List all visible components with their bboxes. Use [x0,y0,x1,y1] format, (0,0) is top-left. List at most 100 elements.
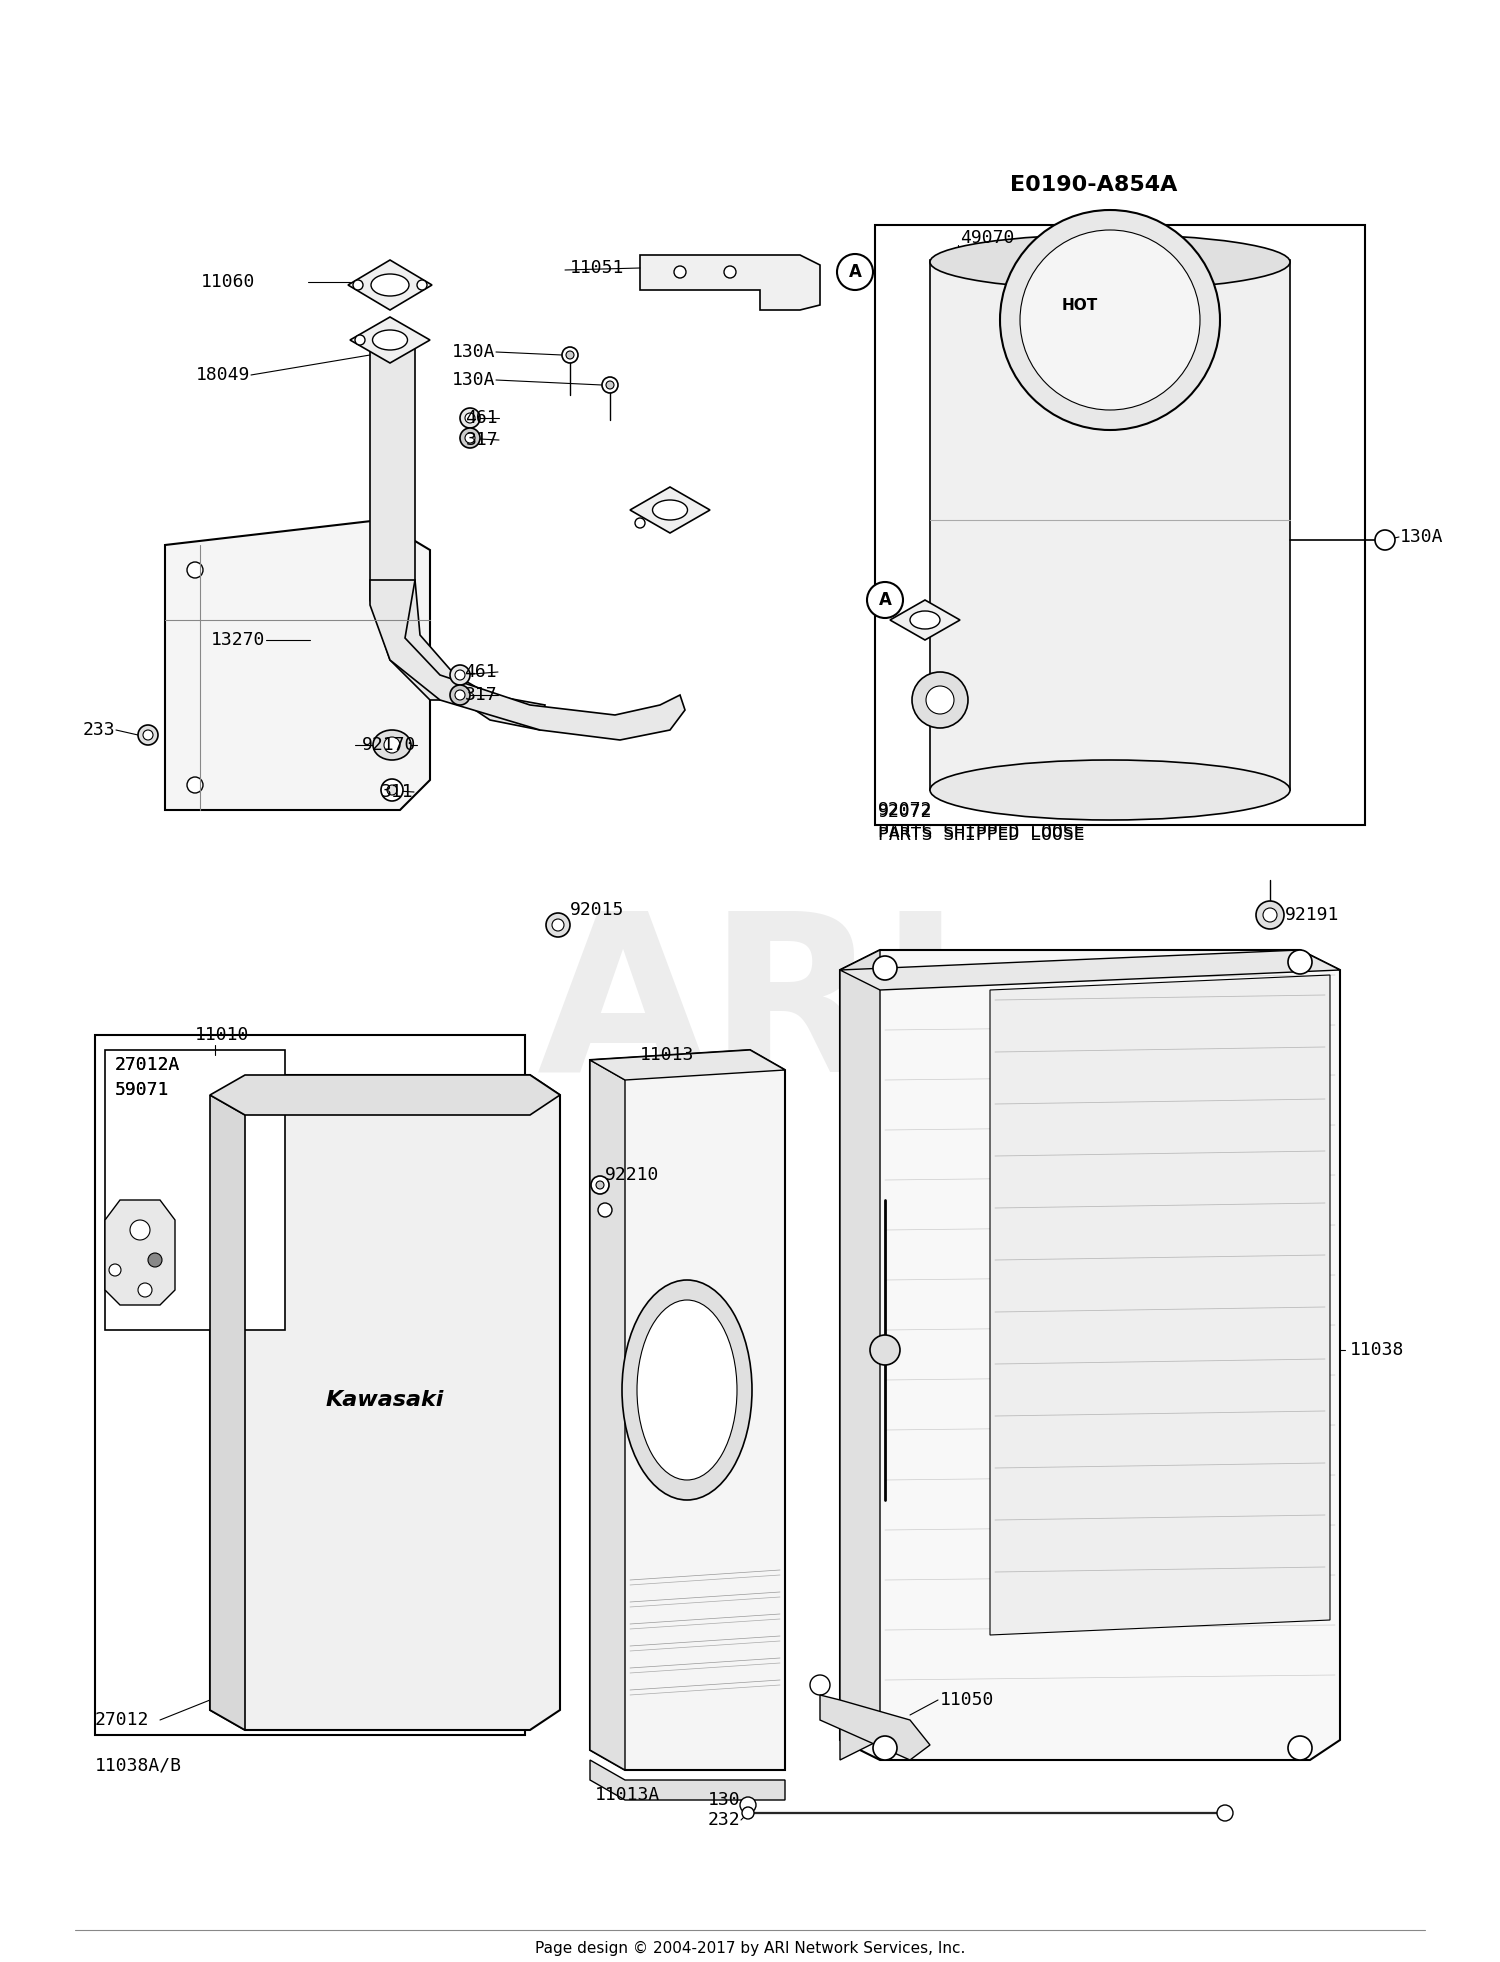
Circle shape [596,1181,604,1189]
Text: 92072: 92072 [878,802,933,820]
Ellipse shape [638,1301,736,1479]
Text: 27012A: 27012A [116,1056,180,1073]
Polygon shape [370,339,544,730]
Text: E0190-A854A: E0190-A854A [1010,175,1178,194]
Circle shape [142,730,153,740]
Text: 461: 461 [465,663,496,681]
Ellipse shape [930,759,1290,820]
Circle shape [1376,530,1395,549]
Polygon shape [630,487,710,534]
Circle shape [384,738,400,753]
Text: 130A: 130A [452,371,495,388]
Circle shape [1020,230,1200,410]
Circle shape [460,428,480,447]
Circle shape [110,1264,122,1275]
Text: 317: 317 [465,432,498,449]
Polygon shape [590,1050,784,1770]
Circle shape [912,673,968,728]
Text: Page design © 2004-2017 by ARI Network Services, Inc.: Page design © 2004-2017 by ARI Network S… [536,1940,964,1956]
Text: 92191: 92191 [1286,906,1340,924]
Text: 27012A: 27012A [116,1056,180,1073]
Text: 11038A/B: 11038A/B [94,1756,182,1774]
Circle shape [465,434,476,443]
Polygon shape [821,1695,930,1760]
Polygon shape [890,600,960,640]
Circle shape [454,691,465,700]
Circle shape [130,1220,150,1240]
Circle shape [546,912,570,938]
Text: 233: 233 [82,720,116,740]
Text: 130A: 130A [452,343,495,361]
Text: 11050: 11050 [940,1691,994,1709]
Circle shape [450,685,470,704]
Text: 11038: 11038 [1350,1340,1404,1360]
Text: PARTS SHIPPED LOOSE: PARTS SHIPPED LOOSE [878,822,1084,842]
Text: Kawasaki: Kawasaki [326,1389,444,1411]
Circle shape [188,777,202,793]
Polygon shape [370,581,686,740]
Text: 59071: 59071 [116,1081,170,1099]
Circle shape [1288,1736,1312,1760]
Circle shape [724,267,736,279]
Circle shape [356,336,364,345]
Bar [94,1036,525,1734]
Polygon shape [210,1075,560,1114]
Circle shape [460,408,480,428]
Text: 11013: 11013 [640,1046,694,1063]
Text: 92015: 92015 [570,901,624,918]
Polygon shape [210,1095,244,1730]
Text: 11010: 11010 [195,1026,249,1044]
Polygon shape [590,1760,784,1799]
Circle shape [873,1736,897,1760]
Circle shape [454,669,465,681]
Polygon shape [990,975,1330,1634]
Circle shape [634,518,645,528]
Text: 59071: 59071 [116,1081,170,1099]
Circle shape [138,1283,152,1297]
Circle shape [417,281,428,290]
Ellipse shape [652,500,687,520]
Text: HOT: HOT [1062,298,1098,312]
Circle shape [552,918,564,932]
Polygon shape [210,1075,560,1730]
Text: 18049: 18049 [195,367,250,385]
Ellipse shape [930,235,1290,290]
Circle shape [867,583,903,618]
Circle shape [1216,1805,1233,1821]
Polygon shape [590,1059,626,1770]
Polygon shape [590,1050,784,1079]
Bar [874,226,1365,824]
Circle shape [602,377,618,392]
Ellipse shape [370,275,410,296]
Circle shape [837,253,873,290]
Circle shape [674,267,686,279]
Circle shape [1288,950,1312,973]
Polygon shape [350,318,430,363]
Circle shape [387,785,398,795]
Bar [105,1050,285,1330]
Text: 92210: 92210 [604,1165,660,1183]
Circle shape [1256,901,1284,928]
Polygon shape [640,255,821,310]
Circle shape [450,665,470,685]
Circle shape [742,1807,754,1819]
Text: 130: 130 [708,1791,740,1809]
Text: 92170: 92170 [362,736,416,753]
Text: 461: 461 [465,408,498,428]
Circle shape [381,779,404,800]
Text: 11013A: 11013A [596,1785,660,1803]
Text: ARI: ARI [537,903,963,1116]
Text: 49070: 49070 [960,230,1014,247]
Circle shape [562,347,578,363]
Circle shape [465,412,476,424]
Polygon shape [348,261,432,310]
Circle shape [188,561,202,579]
Text: 232: 232 [708,1811,740,1829]
Text: PARTS SHIPPED LOOSE: PARTS SHIPPED LOOSE [878,826,1084,844]
Text: 11051: 11051 [570,259,624,277]
Circle shape [1000,210,1219,430]
Text: A: A [879,591,891,608]
Circle shape [873,955,897,979]
Ellipse shape [374,730,411,759]
Text: 13270: 13270 [210,632,266,649]
